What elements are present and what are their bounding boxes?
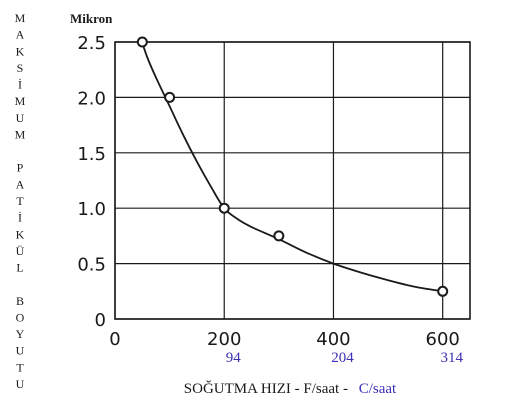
y-axis-label-letter: A [16,28,25,42]
x-tick-label: 0 [109,329,120,350]
data-point [136,36,148,48]
x-axis-label-alt: C/saat [359,381,397,397]
data-point [218,202,230,214]
data-point [437,285,449,297]
y-axis-label-letter: K [16,44,25,58]
secondary-x-tick-label: 94 [226,350,242,366]
y-axis-label-letter: Y [16,327,25,341]
y-axis-label-letter: O [16,310,25,324]
y-axis-label-letter: U [16,344,25,358]
y-axis-label-letter: P [17,161,24,175]
y-axis-label-letter: M [15,127,26,141]
secondary-x-tick-label: 204 [331,350,354,366]
y-axis-label-letter: S [17,61,24,75]
x-axis-label: SOĞUTMA HIZI - F/saat - C/saat [184,380,397,397]
y-tick-label: 1.5 [77,144,106,165]
y-tick-label: 1.0 [77,199,106,220]
y-axis-label-letter: Ü [16,244,25,258]
y-axis-label-letter: A [16,177,25,191]
grid [114,41,471,320]
fit-curve-layer [140,39,443,293]
data-point [164,91,176,103]
y-tick-labels: 0 0.5 1.0 1.5 2.0 2.5 [77,33,106,331]
x-tick-label: 200 [207,329,241,350]
y-axis-label-letter: T [16,360,24,374]
y-tick-label: 0.5 [77,255,106,276]
y-axis-label-letter: L [16,261,23,275]
y-axis-label-letter: U [16,377,25,391]
y-axis-label-letter: M [15,94,26,108]
y-tick-label: 2.0 [77,88,106,109]
y-axis-label-letter: İ [18,211,22,225]
x-axis-label-main: SOĞUTMA HIZI - F/saat - [184,380,348,397]
fit-curve [140,39,443,293]
plot-border [114,41,471,320]
y-axis-label-letter: T [16,194,24,208]
data-point [273,230,285,242]
x-tick-label: 400 [316,329,350,350]
secondary-x-tick-label: 314 [440,350,463,366]
y-unit-label: Mikron [70,11,113,26]
x-tick-labels: 0 200 400 600 [109,329,460,350]
y-axis-label-letter: İ [18,78,22,92]
y-axis-label-letter: K [16,227,25,241]
secondary-x-tick-labels: 94 204 314 [226,350,464,366]
y-axis-label-letter: M [15,11,26,25]
y-axis-label-letter: U [16,111,25,125]
x-tick-label: 600 [426,329,460,350]
y-tick-label: 0 [95,310,106,331]
y-tick-label: 2.5 [77,33,106,54]
data-points [136,36,449,297]
y-axis-label-letter: B [16,294,24,308]
